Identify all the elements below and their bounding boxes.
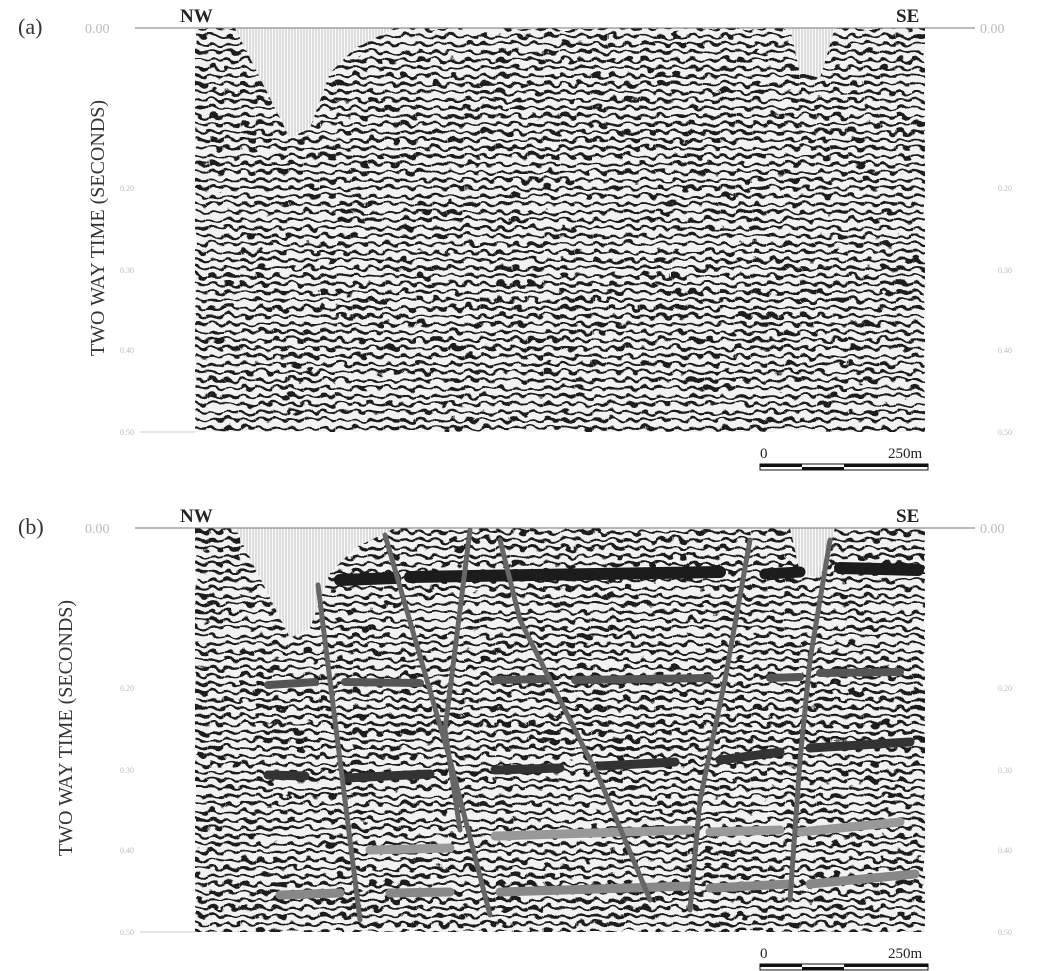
- direction-left: NW: [180, 6, 213, 27]
- y-tick-label: 0.30: [120, 766, 134, 775]
- horizon: [365, 843, 455, 855]
- shallow-zone: [235, 28, 395, 138]
- horizon: [341, 678, 424, 687]
- scale-bar-seg: [844, 964, 928, 967]
- horizon: [275, 888, 345, 900]
- direction-left: NW: [180, 506, 213, 527]
- y-tick-label: 0.20: [120, 684, 134, 693]
- scale-start: 0: [760, 446, 768, 462]
- y-tick-label-right: 0.40: [998, 846, 1012, 855]
- shallow-zone: [235, 528, 395, 638]
- horizon: [805, 869, 920, 889]
- scale-bar-seg: [844, 464, 928, 467]
- shallow-zone: [790, 28, 835, 78]
- horizon: [766, 673, 804, 682]
- y-tick-label: 0.00: [85, 522, 110, 537]
- scale-start: 0: [760, 946, 768, 962]
- y-tick-label-right: 0.20: [998, 184, 1012, 193]
- horizon: [715, 747, 785, 765]
- horizon: [834, 562, 924, 576]
- horizon: [340, 769, 435, 783]
- y-tick-label-right: 0.50: [998, 928, 1012, 937]
- scale-bar-seg: [760, 964, 802, 967]
- y-tick-label: 0.40: [120, 846, 134, 855]
- y-tick-label-right: 0.00: [980, 22, 1005, 37]
- y-axis-label: TWO WAY TIME (SECONDS): [87, 100, 109, 356]
- fault: [497, 537, 653, 903]
- horizon: [263, 770, 310, 781]
- horizon: [759, 566, 806, 580]
- scale-bar-seg: [760, 464, 802, 467]
- horizon: [334, 572, 401, 586]
- y-tick-label-right: 0.50: [998, 428, 1012, 437]
- y-tick-label: 0.50: [120, 928, 134, 937]
- y-tick-label-right: 0.00: [980, 522, 1005, 537]
- horizon: [495, 881, 695, 897]
- horizon: [705, 825, 785, 837]
- y-tick-label-right: 0.40: [998, 346, 1012, 355]
- horizon: [490, 763, 565, 775]
- y-axis-label: TWO WAY TIME (SECONDS): [55, 600, 77, 856]
- horizon: [595, 757, 680, 771]
- y-tick-label: 0.50: [120, 428, 134, 437]
- horizon: [705, 879, 795, 893]
- fault: [315, 582, 363, 923]
- horizon: [805, 737, 915, 753]
- scale-bar-seg: [802, 967, 844, 970]
- horizon: [571, 674, 714, 684]
- direction-right: SE: [896, 506, 919, 527]
- y-tick-label: 0.30: [120, 266, 134, 275]
- interpretation: [263, 527, 924, 923]
- scale-bar-seg: [802, 467, 844, 470]
- horizon: [491, 675, 549, 684]
- fault: [787, 537, 833, 903]
- y-tick-label-right: 0.20: [998, 684, 1012, 693]
- horizon: [264, 678, 319, 689]
- scale-end: 250m: [888, 446, 923, 462]
- fault: [687, 537, 753, 913]
- panel-label: (b): [18, 514, 44, 539]
- horizon: [490, 825, 695, 841]
- direction-right: SE: [896, 6, 919, 27]
- horizon: [385, 887, 455, 898]
- y-tick-label: 0.40: [120, 346, 134, 355]
- panel-label: (a): [18, 14, 42, 39]
- y-tick-label: 0.00: [85, 22, 110, 37]
- horizon: [404, 566, 726, 583]
- horizon: [795, 817, 905, 837]
- horizon: [816, 668, 904, 677]
- fault: [442, 527, 473, 833]
- y-tick-label-right: 0.30: [998, 266, 1012, 275]
- y-tick-label-right: 0.30: [998, 766, 1012, 775]
- panel: (a) NW SE 0.00 0.00 0.20 0.20 0.30 0.30 0.40 0.40 0…: [18, 6, 1012, 471]
- scale-end: 250m: [888, 946, 923, 962]
- y-tick-label: 0.20: [120, 184, 134, 193]
